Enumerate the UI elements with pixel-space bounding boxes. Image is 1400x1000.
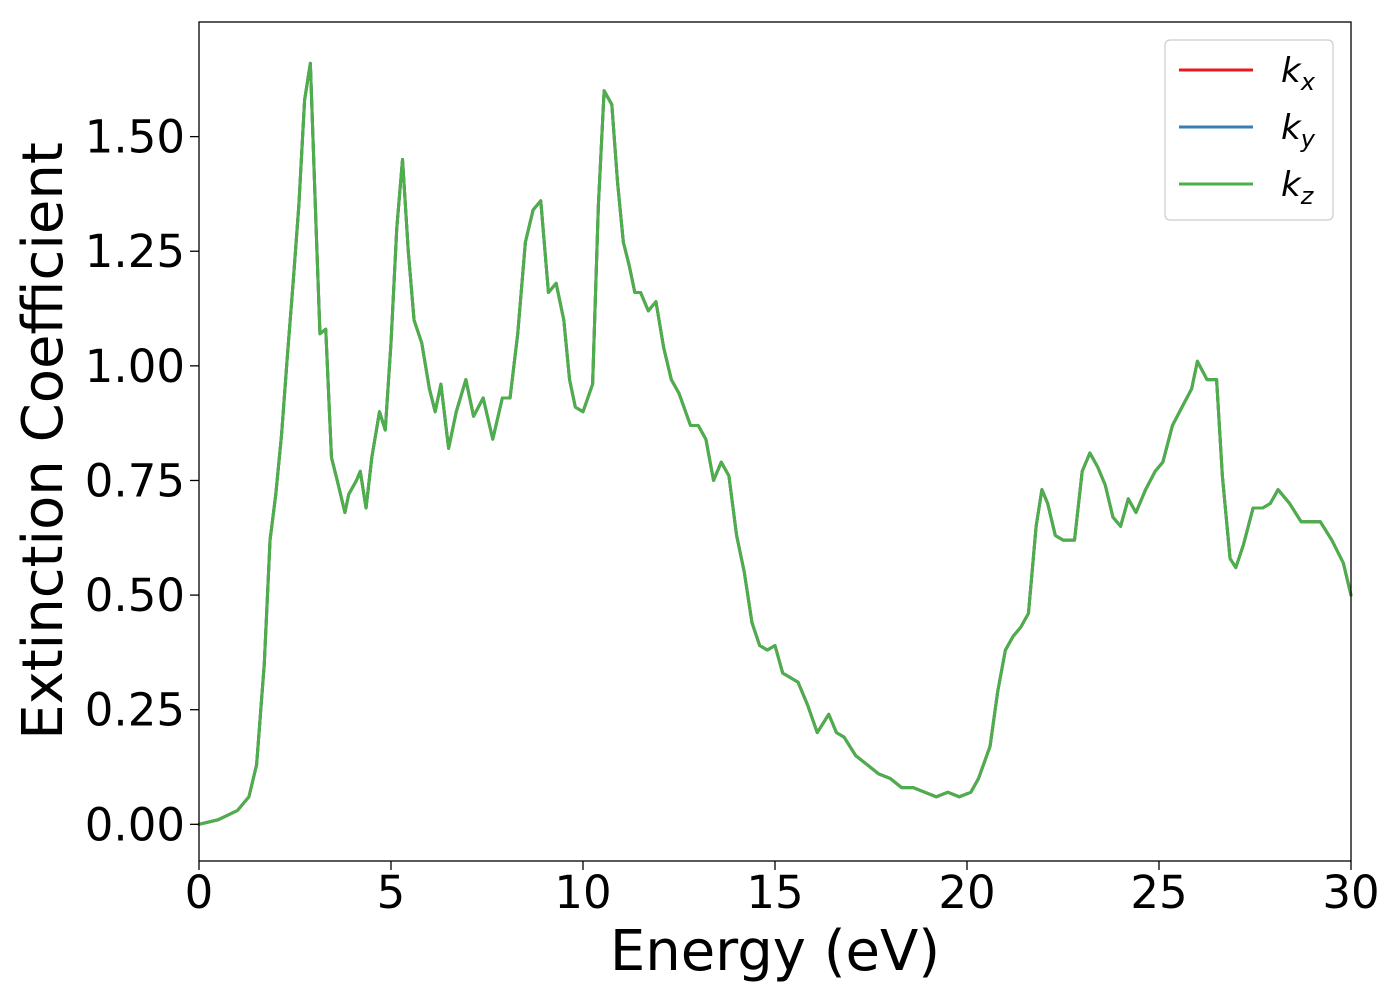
- x-tick-label: 10: [554, 866, 611, 919]
- y-tick-label: 0.00: [85, 798, 185, 851]
- x-tick-label: 20: [938, 866, 995, 919]
- y-tick-label: 0.25: [85, 684, 185, 737]
- y-tick-label: 1.00: [85, 340, 185, 393]
- x-tick-label: 30: [1322, 866, 1379, 919]
- series-line-kz: [197, 61, 1353, 826]
- plot-area: [197, 61, 1353, 826]
- y-axis: 0.00 0.25 0.50 0.75 1.00 1.25 1.50: [85, 111, 199, 851]
- x-tick-label: 5: [377, 866, 406, 919]
- x-tick-label: 15: [746, 866, 803, 919]
- x-axis-title: Energy (eV): [610, 919, 940, 984]
- legend-box: [1164, 39, 1334, 221]
- legend-label-kx: kx: [1281, 51, 1316, 96]
- y-tick-label: 1.50: [85, 111, 185, 164]
- x-tick-label: 25: [1130, 866, 1187, 919]
- y-tick-label: 0.75: [85, 454, 185, 507]
- y-tick-label: 0.50: [85, 569, 185, 622]
- x-tick-label: 0: [185, 866, 214, 919]
- x-axis: 0 5 10 15 20 25 30: [185, 861, 1380, 919]
- y-tick-label: 1.25: [85, 225, 185, 278]
- y-axis-title: Extinction Coefficient: [11, 142, 76, 740]
- legend-label-kz: kz: [1281, 165, 1315, 210]
- legend-label-ky: ky: [1281, 108, 1316, 153]
- legend: kx ky kz: [1164, 39, 1334, 221]
